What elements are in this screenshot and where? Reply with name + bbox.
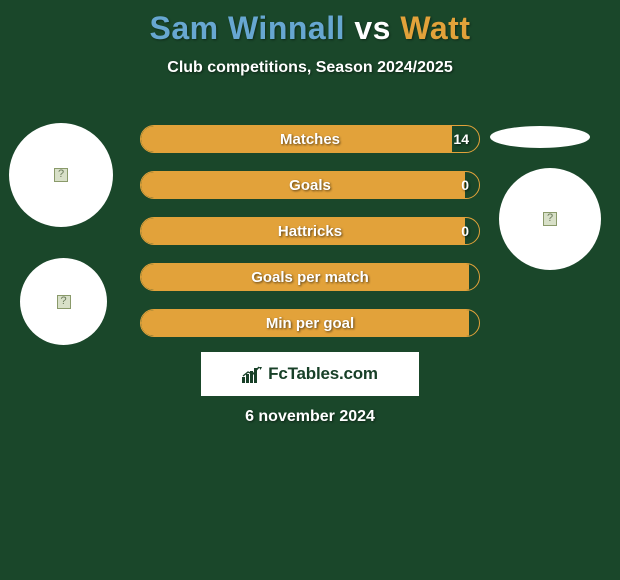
stat-label: Matches (141, 126, 479, 152)
attribution-text: FcTables.com (268, 364, 378, 384)
decorative-ellipse (490, 126, 590, 148)
fctables-icon (242, 365, 264, 383)
stat-row: Goals per match (140, 263, 480, 291)
stat-value: 0 (461, 218, 469, 244)
stat-row: Matches14 (140, 125, 480, 153)
vs-label: vs (354, 10, 391, 46)
attribution-badge: FcTables.com (201, 352, 419, 396)
image-placeholder-icon (57, 295, 71, 309)
player2-name: Watt (400, 10, 470, 46)
stat-row: Hattricks0 (140, 217, 480, 245)
comparison-title: Sam Winnall vs Watt (0, 0, 620, 47)
stat-value: 14 (453, 126, 469, 152)
avatar-right (499, 168, 601, 270)
subtitle: Club competitions, Season 2024/2025 (0, 59, 620, 77)
avatar-left-top (9, 123, 113, 227)
stat-label: Min per goal (141, 310, 479, 336)
stat-row: Goals0 (140, 171, 480, 199)
image-placeholder-icon (543, 212, 557, 226)
stat-row: Min per goal (140, 309, 480, 337)
stat-label: Goals per match (141, 264, 479, 290)
snapshot-date: 6 november 2024 (0, 408, 620, 426)
stats-container: Matches14Goals0Hattricks0Goals per match… (140, 125, 480, 355)
player1-name: Sam Winnall (150, 10, 345, 46)
stat-value: 0 (461, 172, 469, 198)
avatar-left-bottom (20, 258, 107, 345)
stat-label: Goals (141, 172, 479, 198)
stat-label: Hattricks (141, 218, 479, 244)
image-placeholder-icon (54, 168, 68, 182)
